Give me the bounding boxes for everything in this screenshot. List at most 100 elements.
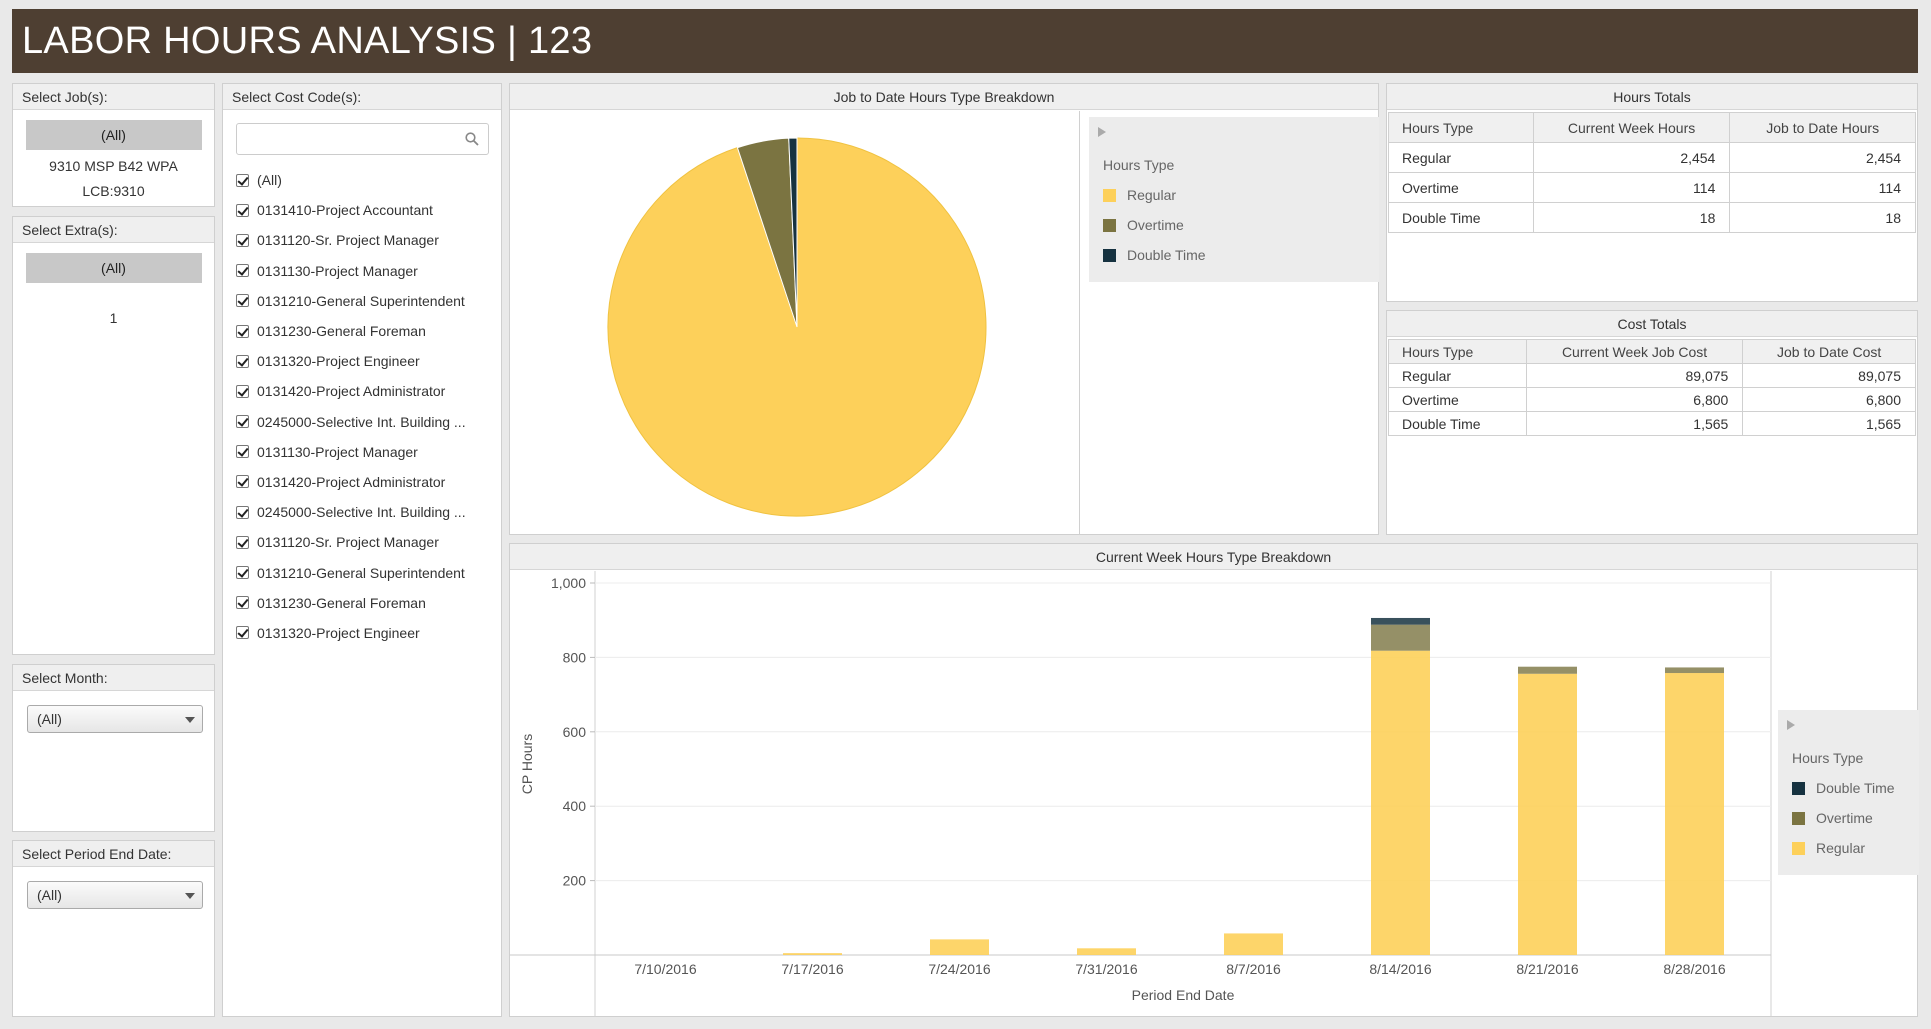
- bar-double-time[interactable]: [1371, 617, 1430, 625]
- table-cell: 18: [1532, 202, 1731, 233]
- table-row: Overtime 114 114: [1388, 172, 1916, 203]
- cost-code-item[interactable]: 0131420-Project Administrator: [236, 376, 486, 406]
- month-dropdown-value: (All): [37, 711, 62, 727]
- cost-code-item[interactable]: 0131130-Project Manager: [236, 256, 486, 286]
- pie-chart-title: Job to Date Hours Type Breakdown: [510, 84, 1378, 110]
- pie-legend-label: Regular: [1127, 187, 1177, 203]
- cost-code-item[interactable]: 0245000-Selective Int. Building ...: [236, 407, 486, 437]
- table-cell: Overtime: [1388, 172, 1534, 203]
- cost-code-item[interactable]: 0131320-Project Engineer: [236, 346, 486, 376]
- cost-code-checkbox[interactable]: [236, 264, 249, 278]
- column-header: Job to Date Cost: [1742, 339, 1916, 364]
- period-dropdown[interactable]: (All): [27, 881, 203, 909]
- bar-legend-item-overtime[interactable]: Overtime: [1792, 810, 1873, 826]
- bar-regular[interactable]: [1518, 673, 1577, 955]
- job-item[interactable]: 9310 MSP B42 WPA: [49, 158, 178, 174]
- cost-code-item[interactable]: 0131230-General Foreman: [236, 588, 486, 618]
- column-header: Hours Type: [1388, 339, 1527, 364]
- cost-code-label: 0131210-General Superintendent: [257, 564, 465, 581]
- legend-expand-icon[interactable]: [1098, 127, 1106, 137]
- cost-code-checkbox[interactable]: [236, 354, 249, 368]
- bar-legend-item-regular[interactable]: Regular: [1792, 840, 1865, 856]
- cost-code-checkbox[interactable]: [236, 173, 249, 187]
- bar-legend-label: Double Time: [1816, 780, 1895, 796]
- bar-legend-label: Regular: [1816, 840, 1866, 856]
- cost-code-label: 0131120-Sr. Project Manager: [257, 534, 439, 551]
- bar-regular[interactable]: [783, 953, 842, 955]
- pie-slice-double-time[interactable]: [788, 137, 798, 328]
- cost-code-item[interactable]: 0131420-Project Administrator: [236, 467, 486, 497]
- cost-code-item[interactable]: 0131210-General Superintendent: [236, 286, 486, 316]
- jobs-filter-title: Select Job(s):: [13, 84, 214, 110]
- cost-code-item[interactable]: (All): [236, 165, 486, 195]
- cost-code-checkbox[interactable]: [236, 626, 249, 640]
- extra-item[interactable]: 1: [109, 310, 118, 326]
- pie-legend-item-overtime[interactable]: Overtime: [1103, 217, 1184, 233]
- column-header: Current Week Job Cost: [1525, 339, 1744, 364]
- bar-overtime[interactable]: [1518, 666, 1577, 674]
- table-row: Regular 89,075 89,075: [1388, 363, 1916, 388]
- cost-code-checkbox[interactable]: [236, 505, 249, 519]
- x-axis-label: Period End Date: [1132, 987, 1235, 1003]
- cost-code-item[interactable]: 0131410-Project Accountant: [236, 195, 486, 225]
- pie-legend-label: Overtime: [1127, 217, 1184, 233]
- column-header: Current Week Hours: [1532, 112, 1731, 143]
- jobs-list[interactable]: 9310 MSP B42 WPA LCB:9310: [13, 150, 214, 212]
- x-tick-label: 8/7/2016: [1226, 961, 1281, 977]
- bar-legend-item-double-time[interactable]: Double Time: [1792, 780, 1895, 796]
- cost-code-checkbox[interactable]: [236, 566, 249, 580]
- column-header: Hours Type: [1388, 112, 1534, 143]
- jobs-all-button[interactable]: (All): [25, 120, 202, 150]
- cost-code-item[interactable]: 0131120-Sr. Project Manager: [236, 225, 486, 255]
- double-time-swatch: [1103, 248, 1116, 262]
- month-dropdown[interactable]: (All): [27, 705, 203, 733]
- regular-swatch: [1792, 841, 1805, 855]
- bar-regular[interactable]: [1665, 673, 1724, 955]
- table-cell: 2,454: [1729, 142, 1916, 173]
- cost-totals-table: Hours Type Current Week Job Cost Job to Da…: [1388, 339, 1916, 436]
- cost-totals-title: Cost Totals: [1387, 311, 1917, 337]
- cost-code-checkbox[interactable]: [236, 445, 249, 459]
- cost-code-search-input[interactable]: [236, 123, 489, 155]
- cost-code-checkbox[interactable]: [236, 415, 249, 429]
- cost-code-label: 0131410-Project Accountant: [257, 202, 433, 219]
- extras-filter: Select Extra(s): (All) 1: [12, 216, 215, 655]
- chevron-down-icon: [185, 717, 195, 723]
- cost-code-item[interactable]: 0131320-Project Engineer: [236, 618, 486, 648]
- cost-code-item[interactable]: 0245000-Selective Int. Building ...: [236, 497, 486, 527]
- cost-code-checkbox[interactable]: [236, 203, 249, 217]
- job-item[interactable]: LCB:9310: [82, 183, 145, 199]
- bar-overtime[interactable]: [1665, 667, 1724, 674]
- extras-all-button[interactable]: (All): [25, 253, 202, 283]
- y-tick-label: 600: [563, 724, 587, 740]
- regular-swatch: [1103, 188, 1116, 202]
- pie-legend-item-double-time[interactable]: Double Time: [1103, 247, 1206, 263]
- hours-totals-title: Hours Totals: [1387, 84, 1917, 110]
- cost-code-item[interactable]: 0131120-Sr. Project Manager: [236, 527, 486, 557]
- cost-code-item[interactable]: 0131230-General Foreman: [236, 316, 486, 346]
- cost-code-item[interactable]: 0131210-General Superintendent: [236, 557, 486, 587]
- y-axis-label: CP Hours: [519, 734, 535, 794]
- bar-overtime[interactable]: [1371, 624, 1430, 651]
- bar-legend: Hours Type Double Time Overtime Regular: [1778, 710, 1919, 875]
- pie-legend-item-regular[interactable]: Regular: [1103, 187, 1176, 203]
- bar-regular[interactable]: [1077, 948, 1136, 955]
- cost-code-checkbox[interactable]: [236, 294, 249, 308]
- period-filter-title: Select Period End Date:: [13, 841, 214, 867]
- cost-code-checkbox[interactable]: [236, 384, 249, 398]
- cost-code-checkbox[interactable]: [236, 535, 249, 549]
- bar-regular[interactable]: [1371, 650, 1430, 955]
- cost-code-checkbox[interactable]: [236, 475, 249, 489]
- extras-filter-title: Select Extra(s):: [13, 217, 214, 243]
- legend-expand-icon[interactable]: [1787, 720, 1795, 730]
- bar-legend-title: Hours Type: [1792, 750, 1864, 766]
- cost-code-label: 0131120-Sr. Project Manager: [257, 232, 439, 249]
- cost-code-checkbox[interactable]: [236, 233, 249, 247]
- bar-regular[interactable]: [930, 939, 989, 955]
- cost-code-label: 0131230-General Foreman: [257, 323, 426, 340]
- bar-regular[interactable]: [1224, 933, 1283, 955]
- cost-code-checkbox[interactable]: [236, 324, 249, 338]
- cost-code-checkbox[interactable]: [236, 596, 249, 610]
- cost-code-item[interactable]: 0131130-Project Manager: [236, 437, 486, 467]
- pie-chart-panel: Job to Date Hours Type Breakdown Hours T…: [509, 83, 1379, 535]
